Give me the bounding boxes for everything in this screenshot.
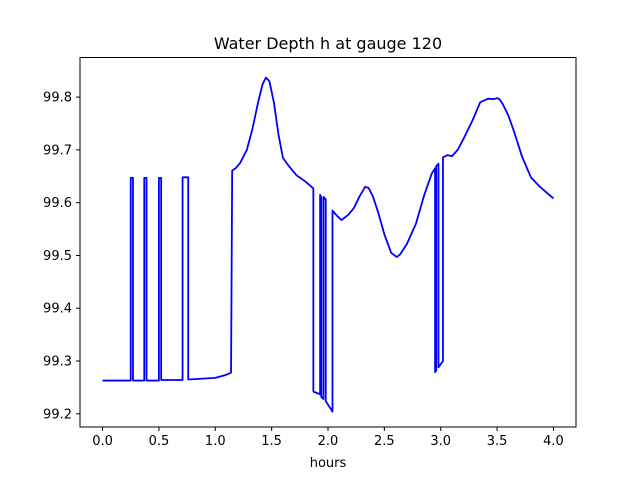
plot-area-frame xyxy=(79,57,577,428)
x-tick-label: 3.5 xyxy=(487,434,508,449)
y-tick-label: 99.5 xyxy=(43,249,72,264)
y-tick-label: 99.3 xyxy=(43,355,72,370)
y-tick-label: 99.4 xyxy=(43,302,72,317)
x-tick-label: 1.0 xyxy=(205,434,226,449)
chart-title: Water Depth h at gauge 120 xyxy=(214,34,442,53)
x-tick-label: 2.5 xyxy=(374,434,395,449)
x-tick-label: 3.0 xyxy=(430,434,451,449)
y-tick-label: 99.2 xyxy=(43,407,72,422)
x-tick-label: 0.0 xyxy=(92,434,113,449)
x-tick-label: 0.5 xyxy=(149,434,170,449)
series-line-0 xyxy=(102,76,555,413)
x-tick-label: 4.0 xyxy=(543,434,564,449)
series-layer xyxy=(102,76,555,413)
y-axis: 99.2 99.3 99.4 99.5 99.6 99.7 99.8 xyxy=(43,91,80,422)
y-tick-label: 99.7 xyxy=(43,143,72,158)
x-axis-label: hours xyxy=(310,456,347,471)
x-tick-label: 2.0 xyxy=(318,434,339,449)
y-tick-label: 99.8 xyxy=(43,91,72,106)
y-tick-label: 99.6 xyxy=(43,196,72,211)
x-axis: 0.0 0.5 1.0 1.5 2.0 2.5 3.0 3.5 4.0 xyxy=(92,427,564,449)
x-tick-label: 1.5 xyxy=(261,434,282,449)
